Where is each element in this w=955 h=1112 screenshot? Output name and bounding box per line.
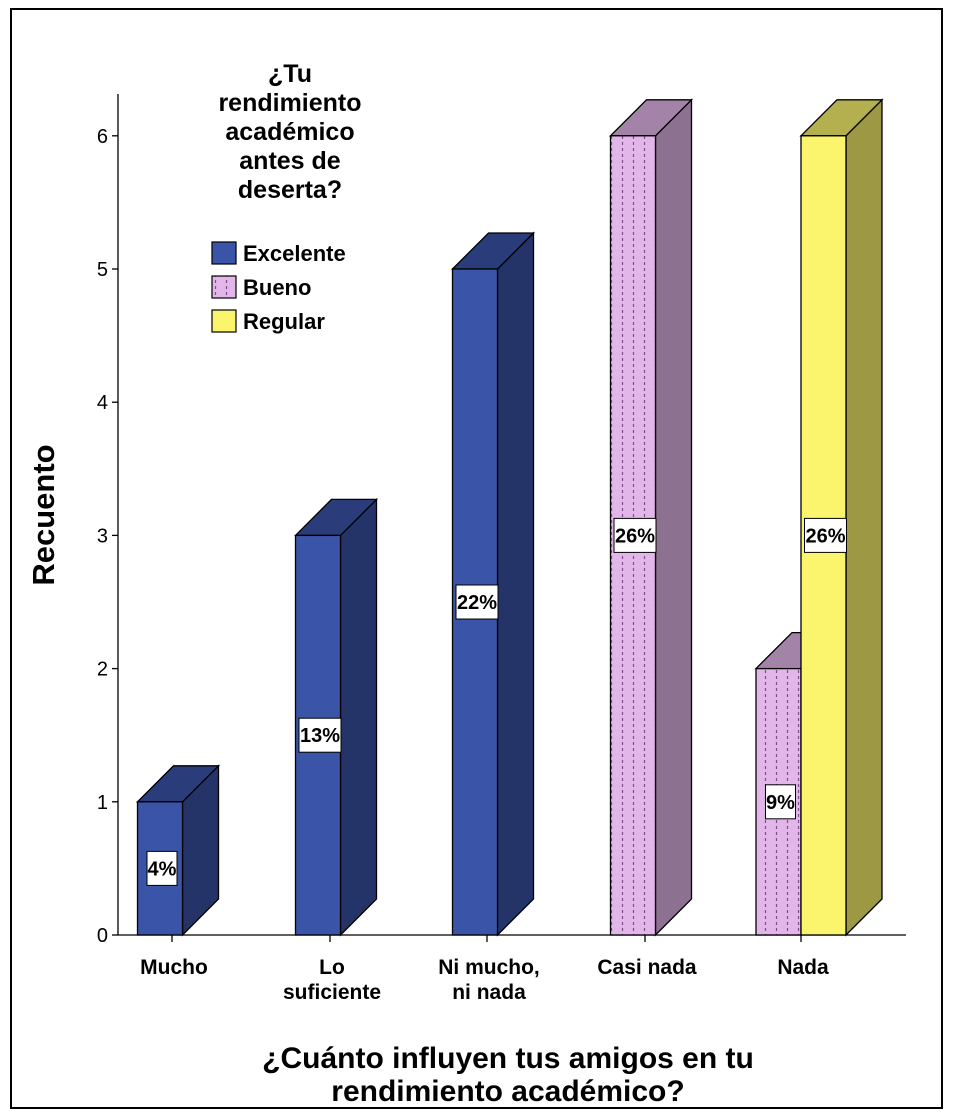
y-tick-label: 5 — [97, 259, 108, 281]
y-tick-label: 2 — [97, 659, 108, 681]
data-label-box — [804, 517, 847, 553]
data-label: 13% — [300, 725, 340, 747]
data-label-box — [613, 517, 657, 553]
x-tick-label-line: suficiente — [283, 981, 381, 1004]
bar: 13% — [293, 497, 379, 937]
x-tick-label: Ni mucho, ni nada — [438, 956, 540, 1004]
legend-item-label: Bueno — [243, 275, 311, 300]
chart-frame: 0 1 2 3 4 5 6 4% 13% 22% 26% 9% 26% Mucho Lo suficien… — [10, 8, 943, 1109]
legend-title-line: rendimiento — [218, 89, 361, 117]
data-label-box — [146, 850, 178, 886]
axes: 0 1 2 3 4 5 6 — [97, 94, 906, 947]
y-axis-title: Recuento — [26, 444, 61, 585]
bar-side — [496, 231, 535, 937]
x-tick-label-line: ni nada — [452, 981, 526, 1004]
data-label: 26% — [805, 525, 845, 547]
bar-side — [845, 98, 883, 937]
y-tick-label: 0 — [97, 925, 108, 947]
x-tick-label: Casi nada — [597, 956, 697, 979]
x-tick-label: Mucho — [140, 956, 208, 979]
y-tick-label: 1 — [97, 792, 108, 814]
bar-chart: 0 1 2 3 4 5 6 4% 13% 22% 26% 9% 26% Mucho Lo suficien… — [26, 60, 906, 1108]
data-label: 4% — [148, 858, 177, 880]
data-label-box — [455, 584, 499, 620]
bar: 4% — [135, 764, 221, 937]
y-tick-label: 3 — [97, 525, 108, 547]
x-tick-label-line: Ni mucho, — [438, 956, 540, 979]
legend-title-line: deserta? — [238, 176, 342, 204]
data-label-box — [298, 717, 342, 753]
bars-group: 4% 13% 22% 26% 9% 26% — [135, 98, 884, 937]
legend-item-label: Excelente — [243, 241, 346, 266]
legend-swatch — [211, 275, 237, 299]
bar-side — [654, 98, 693, 937]
y-tick-label: 4 — [97, 392, 108, 414]
data-label: 22% — [457, 592, 497, 614]
data-label-box — [765, 784, 796, 820]
bar: 26% — [608, 98, 694, 937]
bar: 26% — [799, 98, 884, 937]
bar-side — [339, 497, 378, 937]
legend-title: ¿Tu rendimiento académico antes de deserta? — [218, 60, 361, 204]
legend-swatch — [211, 241, 237, 265]
data-label: 26% — [615, 525, 655, 547]
x-tick-label: Nada — [777, 956, 829, 979]
x-tick-label-line: Casi nada — [597, 956, 697, 979]
x-tick-labels: Mucho Lo suficiente Ni mucho, ni nada Casi na… — [140, 956, 829, 1004]
y-tick-label: 6 — [97, 126, 108, 148]
x-tick-label: Lo suficiente — [283, 956, 381, 1004]
data-label: 9% — [766, 792, 795, 814]
legend-item-label: Regular — [243, 309, 325, 334]
x-axis-title-line: ¿Cuánto influyen tus amigos en tu — [262, 1042, 754, 1075]
legend: ¿Tu rendimiento académico antes de deserta? E… — [211, 60, 362, 334]
legend-title-line: antes de — [239, 147, 341, 175]
axis-titles: Recuento ¿Cuánto influyen tus amigos en t… — [26, 444, 754, 1108]
legend-title-line: ¿Tu — [268, 60, 312, 88]
x-axis-title-line: rendimiento académico? — [331, 1075, 684, 1107]
bar: 22% — [450, 231, 536, 937]
x-tick-label-line: Lo — [319, 956, 345, 979]
legend-title-line: académico — [225, 118, 354, 146]
x-tick-label-line: Nada — [777, 956, 829, 979]
x-tick-label-line: Mucho — [140, 956, 208, 979]
x-axis-title: ¿Cuánto influyen tus amigos en tu rendimi… — [262, 1042, 754, 1107]
legend-swatch — [211, 309, 237, 333]
